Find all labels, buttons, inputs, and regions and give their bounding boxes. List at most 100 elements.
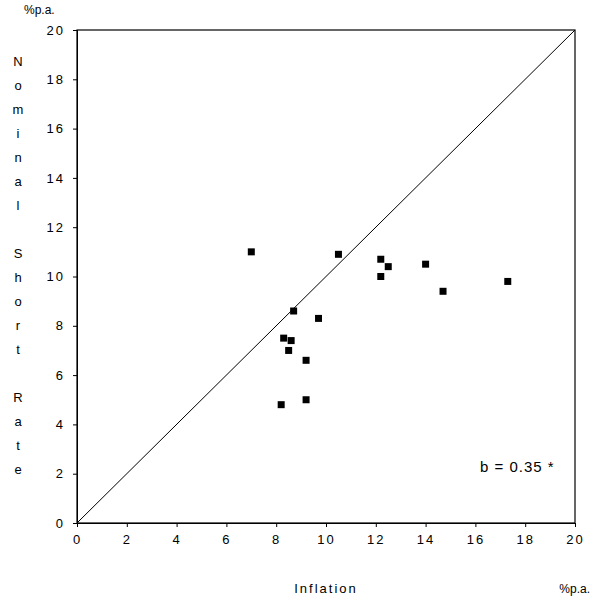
x-tick: 4 — [172, 523, 181, 547]
x-tick-mark — [226, 523, 227, 527]
y-axis-title-letter: S — [14, 246, 23, 261]
point — [315, 315, 322, 322]
y-axis-title-letter: N — [13, 54, 22, 69]
plot-area — [77, 30, 575, 523]
y-tick-mark — [73, 129, 77, 130]
y-tick-label: 0 — [56, 516, 65, 531]
y-axis-title-letter: o — [14, 294, 21, 309]
y-axis-title-letter: n — [14, 150, 21, 165]
x-tick-mark — [525, 523, 526, 527]
point — [377, 256, 384, 263]
y-tick: 0 — [56, 516, 77, 531]
y-axis-line — [73, 31, 78, 524]
y-tick-mark — [73, 30, 77, 31]
y-axis-title-letter: R — [13, 390, 22, 405]
point — [248, 248, 255, 255]
y-axis-title: Nominal Short Rate — [13, 54, 24, 477]
y-tick-mark — [73, 79, 77, 80]
y-tick: 12 — [47, 220, 77, 235]
y-axis-title-letter: e — [14, 462, 21, 477]
y-tick: 2 — [56, 466, 77, 481]
x-tick-label: 12 — [367, 532, 385, 547]
chart: 0 2 4 6 8 10 12 14 16 18 20 0 2 4 6 8 10 12 14 16 18 20 Inflat… — [0, 0, 600, 602]
point — [278, 401, 285, 408]
point — [335, 251, 342, 258]
point — [288, 337, 295, 344]
x-tick: 2 — [123, 523, 132, 547]
y-tick-label: 18 — [47, 72, 65, 87]
x-tick: 16 — [467, 523, 485, 547]
y-tick: 6 — [56, 368, 77, 383]
x-tick-mark — [376, 523, 377, 527]
x-tick-label: 18 — [516, 532, 534, 547]
x-tick: 8 — [272, 523, 281, 547]
y-tick-mark — [73, 178, 77, 179]
x-tick-mark — [475, 523, 476, 527]
y-tick: 18 — [47, 72, 77, 87]
y-axis-title-letter: t — [16, 438, 20, 453]
y-tick: 10 — [47, 269, 77, 284]
y-tick-label: 4 — [56, 417, 65, 432]
y-tick: 14 — [47, 171, 77, 186]
y-axis-title-letter: h — [14, 270, 21, 285]
point — [303, 357, 310, 364]
x-unit-label: %p.a. — [559, 582, 590, 596]
x-tick-label: 16 — [467, 532, 485, 547]
x-tick-mark — [426, 523, 427, 527]
y-tick: 20 — [47, 23, 77, 38]
plot-frame — [77, 30, 575, 523]
point — [285, 347, 292, 354]
y-tick-label: 20 — [47, 23, 65, 38]
y-axis-title-letter — [16, 222, 20, 237]
x-axis-line — [78, 524, 576, 528]
y-tick-label: 14 — [47, 171, 65, 186]
x-tick-label: 8 — [272, 532, 281, 547]
x-tick-label: 0 — [73, 532, 82, 547]
y-unit-label: %p.a. — [24, 3, 55, 17]
y-tick-label: 16 — [47, 121, 65, 136]
y-tick-label: 12 — [47, 220, 65, 235]
point — [290, 308, 297, 315]
y-axis-title-letter: i — [17, 126, 20, 141]
y-axis-title-letter: m — [13, 102, 24, 117]
y-tick-mark — [73, 424, 77, 425]
y-tick: 16 — [47, 121, 77, 136]
y-axis-title-letter: a — [14, 414, 22, 429]
y-tick: 8 — [56, 318, 77, 333]
y-axis-title-letter: r — [16, 318, 21, 333]
point — [422, 261, 429, 268]
y-tick-mark — [73, 326, 77, 327]
x-tick: 6 — [222, 523, 231, 547]
x-axis-title: Inflation — [294, 581, 358, 596]
x-tick-label: 6 — [222, 532, 231, 547]
y-tick-label: 6 — [56, 368, 65, 383]
x-tick: 12 — [367, 523, 385, 547]
y-tick-mark — [73, 227, 77, 228]
y-tick-label: 8 — [56, 318, 65, 333]
y-axis-title-letter: t — [16, 342, 20, 357]
point — [280, 335, 287, 342]
point — [377, 273, 384, 280]
x-tick: 0 — [73, 523, 82, 547]
y-tick-label: 10 — [47, 269, 65, 284]
y-axis-title-letter — [16, 366, 20, 381]
point — [504, 278, 511, 285]
point — [385, 263, 392, 270]
x-tick-mark — [177, 523, 178, 527]
y-axis-title-letter: l — [17, 198, 20, 213]
x-tick: 14 — [417, 523, 435, 547]
x-tick-mark — [276, 523, 277, 527]
point — [440, 288, 447, 295]
x-tick-label: 10 — [317, 532, 335, 547]
reference-line — [77, 30, 575, 523]
x-tick-mark — [127, 523, 128, 527]
x-tick-label: 4 — [172, 532, 181, 547]
y-axis-title-letter: a — [14, 174, 22, 189]
x-tick: 10 — [317, 523, 335, 547]
x-axis: 0 2 4 6 8 10 12 14 16 18 20 — [73, 523, 585, 547]
x-tick-label: 20 — [566, 532, 584, 547]
x-tick-mark — [575, 523, 576, 527]
y-tick-mark — [73, 277, 77, 278]
point — [303, 396, 310, 403]
x-tick-label: 2 — [123, 532, 132, 547]
